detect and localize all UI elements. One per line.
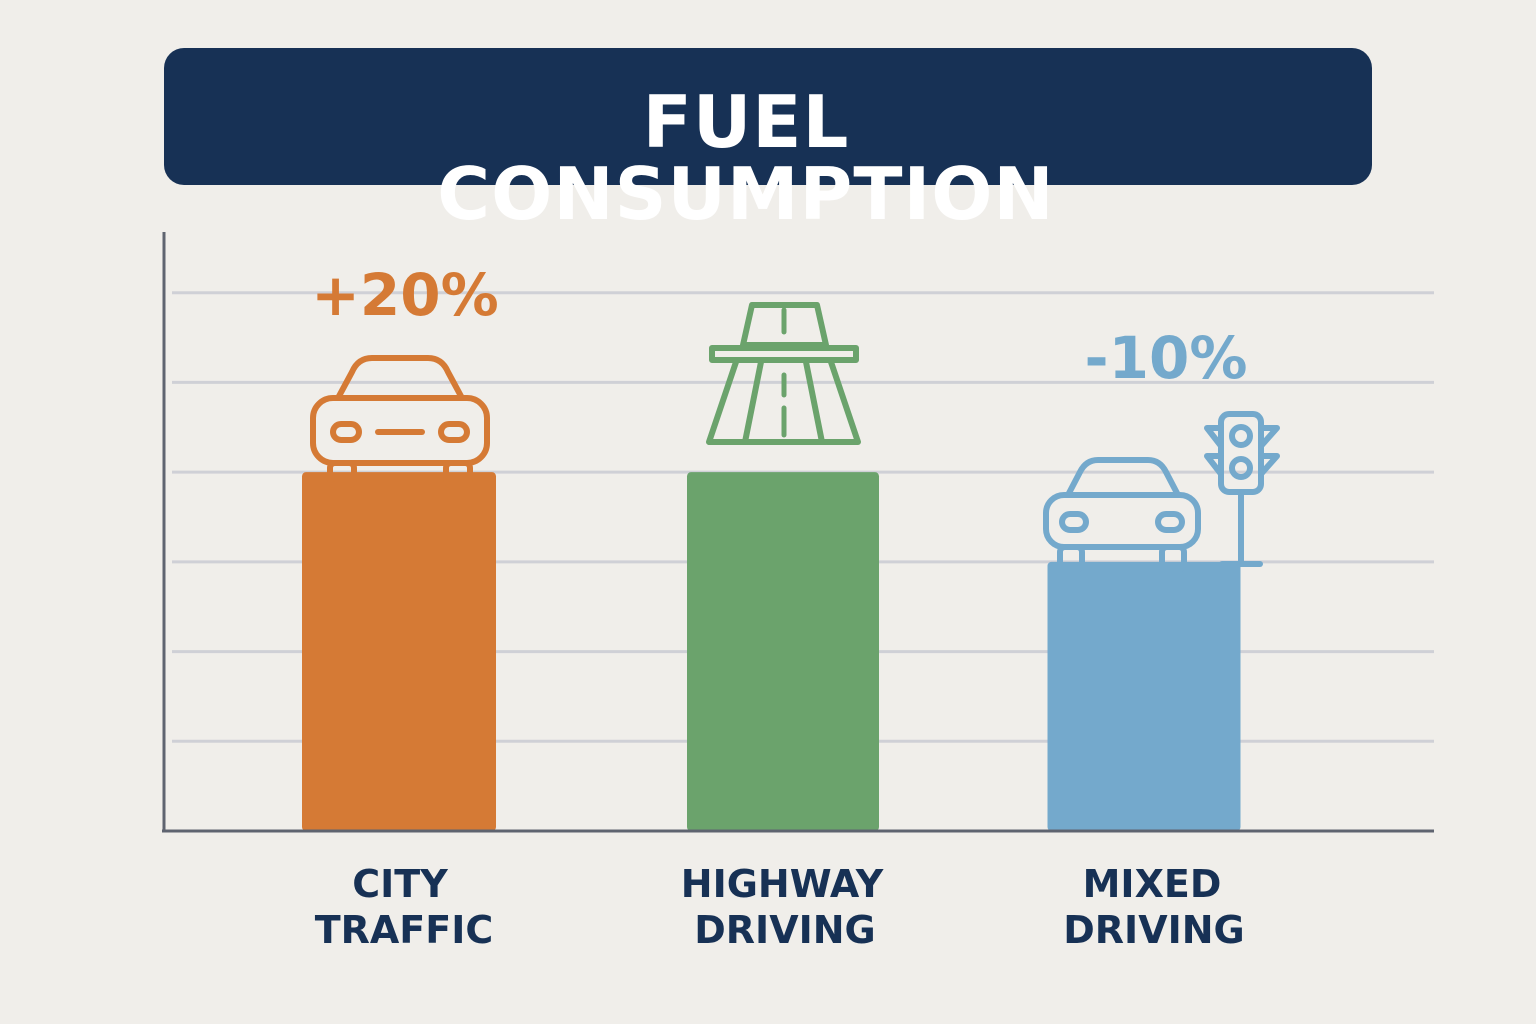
mixed-change-label: -10% xyxy=(1085,324,1248,392)
tick-label: DRIVING xyxy=(694,908,875,952)
bar-highway-driving xyxy=(687,472,879,831)
bar-mixed-driving xyxy=(1047,561,1241,831)
x-axis-labels: CITY TRAFFIC HIGHWAY DRIVING MIXED DRIVI… xyxy=(315,862,1245,952)
tick-label: MIXED xyxy=(1083,862,1222,906)
tick-label: TRAFFIC xyxy=(315,908,494,952)
city-change-label: +20% xyxy=(311,261,498,329)
bar-city-traffic xyxy=(302,472,496,831)
tick-label: DRIVING xyxy=(1063,908,1244,952)
tick-label: HIGHWAY xyxy=(681,862,884,906)
car-icon xyxy=(1043,457,1201,572)
title-banner: FUEL CONSUMPTION xyxy=(164,48,1372,230)
car-icon xyxy=(310,355,490,488)
highway-icon xyxy=(706,302,861,445)
bars xyxy=(302,472,1241,831)
chart-title: FUEL CONSUMPTION xyxy=(437,80,1055,236)
tick-label: CITY xyxy=(352,862,448,906)
traffic-light-icon xyxy=(1204,411,1280,567)
